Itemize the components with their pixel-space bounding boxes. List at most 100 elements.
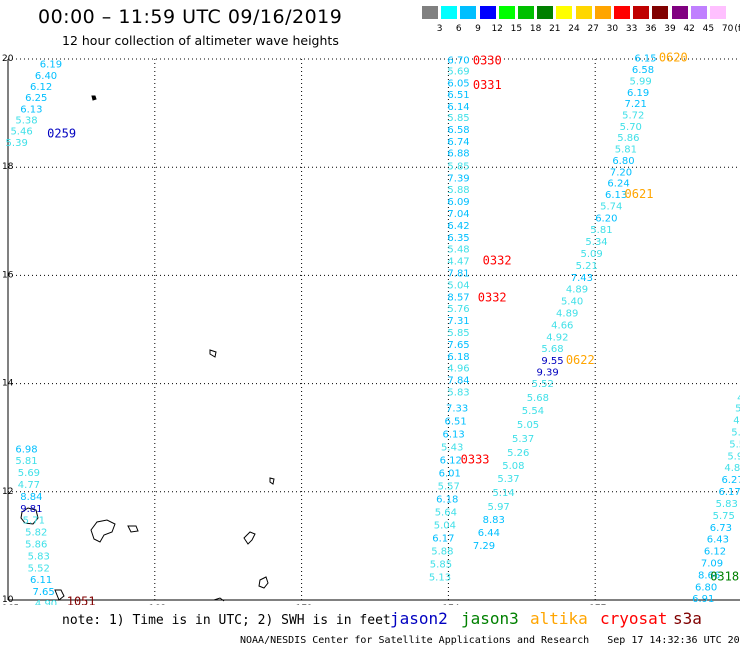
legend-label: 21: [549, 24, 561, 34]
wave-height-value: 8.83: [483, 515, 505, 526]
longitude-label: 174: [442, 604, 459, 605]
wave-height-value: 5.99: [629, 76, 651, 87]
wave-height-value: 5.83: [447, 388, 469, 399]
wave-height-value: 7.29: [473, 541, 495, 552]
pass-time-label: 0333: [461, 453, 490, 467]
wave-height-value: 7.65: [32, 587, 54, 598]
wave-height-value: 6.11: [30, 575, 52, 586]
wave-height-value: 5.01: [731, 428, 740, 439]
wave-height-value: 4.94: [733, 416, 740, 427]
wave-height-value: 6.13: [605, 190, 627, 201]
credit-line: NOAA/NESDIS Center for Satellite Applica…: [240, 635, 740, 646]
legend-swatch: [556, 6, 573, 19]
legend-label: 18: [529, 24, 542, 34]
legend-label: 6: [455, 24, 462, 34]
wave-height-value: 5.81: [615, 145, 637, 156]
wave-height-value: 6.12: [440, 456, 462, 467]
wave-height-value: 5.52: [532, 379, 554, 390]
wave-height-value: 5.69: [18, 468, 40, 479]
latitude-label: 18: [2, 162, 14, 172]
wave-height-value: 5.52: [28, 563, 50, 574]
island-outlines: [20, 95, 275, 602]
legend-swatch: [690, 6, 707, 19]
island-shape: [127, 525, 139, 533]
wave-height-value: 6.05: [447, 79, 469, 90]
satellite-s3a-label: s3a: [673, 609, 702, 628]
wave-height-value: 4.92: [546, 332, 568, 343]
satellite-jason3-label: jason3: [461, 609, 519, 628]
wave-height-value: 5.46: [10, 127, 32, 138]
wave-height-value: 4.77: [18, 480, 40, 491]
wave-height-value: 5.83: [716, 499, 738, 510]
legend-label: 45: [702, 24, 715, 34]
wave-height-value: 9.55: [541, 356, 563, 367]
wave-height-value: 5.13: [429, 573, 451, 584]
wave-height-value: 6.20: [595, 213, 617, 224]
wave-height-value: 6.17: [432, 534, 454, 545]
latitude-label: 12: [2, 487, 13, 497]
wave-height-value: 6.44: [478, 528, 500, 539]
wave-height-value: 5.99: [727, 451, 740, 462]
wave-height-value: 6.88: [447, 148, 469, 159]
legend-swatch: [633, 6, 650, 19]
satellite-jason2-label: jason2: [390, 609, 448, 628]
pass-time-label: 0622: [566, 353, 595, 367]
wave-height-value: 6.24: [607, 179, 629, 190]
wave-height-value: 8.57: [447, 292, 469, 303]
wave-height-points: 6.196.406.126.256.135.385.465.396.705.69…: [6, 54, 740, 605]
wave-height-value: 5.38: [15, 115, 37, 126]
pass-time-label: 0259: [47, 126, 76, 140]
legend-label: 36: [645, 24, 657, 34]
wave-height-value: 4.1: [737, 393, 740, 404]
satellite-altika-label: altika: [530, 609, 588, 628]
wave-height-value: 6.58: [447, 125, 469, 136]
wave-height-value: 5.85: [447, 161, 469, 172]
wave-height-value: 5.75: [713, 511, 735, 522]
longitude-label: 177: [589, 604, 606, 605]
wave-height-value: 7.65: [447, 340, 469, 351]
wave-height-value: 5.85: [430, 560, 452, 571]
wave-height-value: 5.48: [447, 245, 469, 256]
wave-height-value: 6.35: [447, 233, 469, 244]
wave-height-value: 5.37: [497, 474, 519, 485]
wave-height-value: 6.40: [35, 71, 57, 82]
wave-height-value: 7.31: [447, 316, 469, 327]
wave-height-value: 5.85: [447, 328, 469, 339]
island-shape: [20, 507, 39, 525]
map-title: 00:00 – 11:59 UTC 09/16/2019: [38, 6, 343, 28]
axis-labels: 20 18 16 14 12 10165 168 171 174 177: [2, 54, 606, 605]
island-shape: [243, 531, 256, 545]
legend-swatch: [479, 6, 496, 19]
wave-height-value: 5.71: [23, 516, 45, 527]
island-shape: [258, 576, 269, 589]
wave-height-value: 5.88: [447, 185, 469, 196]
legend-swatch: [614, 6, 630, 19]
wave-height-value: 7.33: [446, 404, 468, 415]
wave-height-value: 5.74: [600, 201, 622, 212]
legend-swatch: [671, 6, 688, 19]
legend-swatch: [498, 6, 515, 19]
wave-height-value: 4.89: [566, 285, 588, 296]
wave-height-map: 201816141210165168171174177 6.196.406.12…: [2, 51, 740, 605]
wave-height-value: 5.57: [438, 482, 460, 493]
wave-height-value: 5.68: [527, 393, 549, 404]
legend-swatch: [518, 6, 534, 19]
wave-height-value: 5.3: [735, 404, 740, 415]
wave-height-value: 6.14: [447, 102, 469, 113]
wave-height-value: 6.91: [692, 594, 714, 605]
legend-label: 12: [491, 24, 503, 34]
pass-time-label: 1051: [67, 594, 96, 605]
wave-height-value: 6.13: [20, 105, 42, 116]
wave-height-value: 5.40: [561, 297, 583, 308]
wave-height-value: 6.27: [721, 475, 740, 486]
wave-height-value: 6.58: [632, 65, 654, 76]
wave-height-value: 5.21: [576, 261, 598, 272]
wave-height-value: 4.47: [447, 257, 469, 268]
wave-height-value: 6.01: [439, 469, 461, 480]
wave-height-value: 5.58: [729, 439, 740, 450]
track-time-labels: 0259 0330 0331 0332 0332 0333 0620 0621 0622 0318…: [47, 51, 739, 605]
wave-height-value: 7.04: [447, 209, 469, 220]
wave-height-value: 7.84: [447, 376, 469, 387]
legend-swatch: [441, 6, 458, 19]
wave-height-value: 5.72: [622, 111, 644, 122]
